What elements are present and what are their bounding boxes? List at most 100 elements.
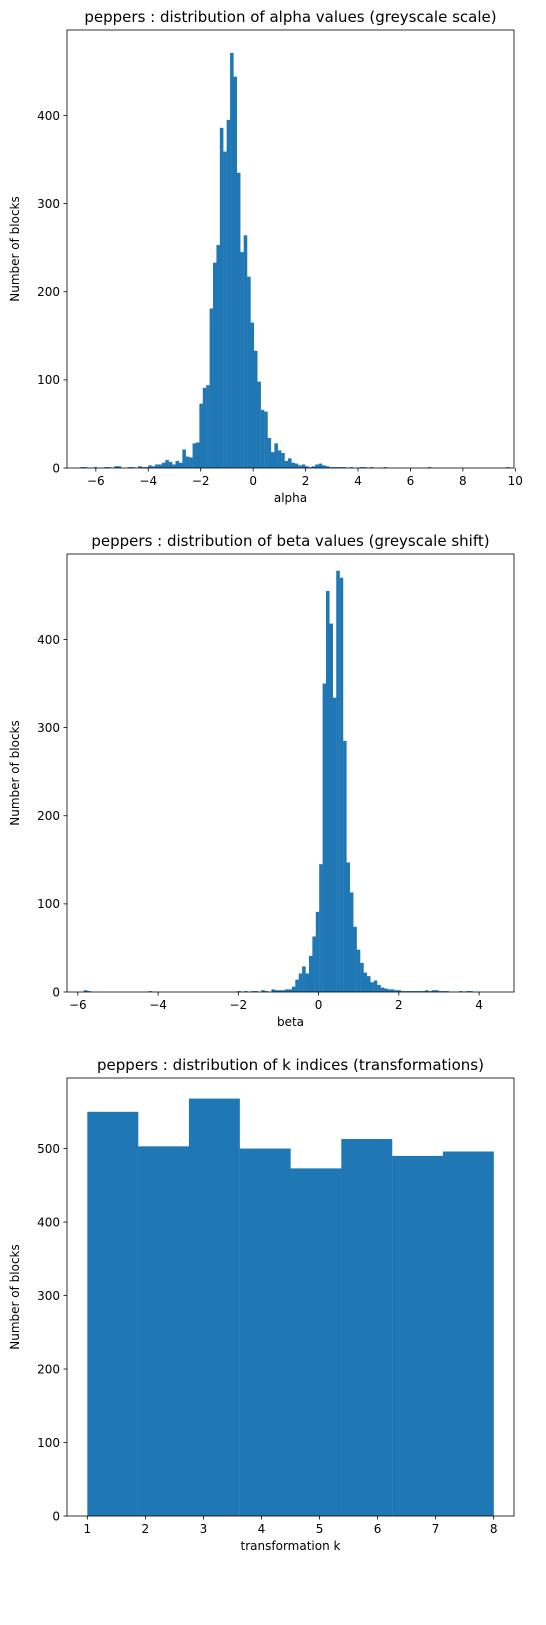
- bar: [281, 453, 285, 468]
- bar: [312, 936, 316, 992]
- bar: [127, 467, 132, 468]
- bar: [459, 991, 463, 992]
- bar: [411, 991, 415, 992]
- bar: [392, 1155, 444, 1516]
- bar: [424, 990, 429, 992]
- bar: [230, 52, 234, 468]
- bar: [373, 980, 378, 992]
- x-tick-label: −2: [192, 474, 210, 488]
- bar: [270, 452, 275, 468]
- bar: [394, 990, 398, 992]
- axes-frame: [66, 29, 515, 469]
- bar: [335, 467, 340, 468]
- bar: [305, 466, 309, 468]
- bar: [339, 577, 344, 992]
- y-tick-label: 100: [37, 373, 60, 387]
- x-tick-label: 4: [475, 998, 483, 1012]
- bar: [260, 409, 265, 468]
- bar: [328, 467, 333, 468]
- bar: [315, 911, 320, 992]
- bar: [278, 990, 282, 992]
- y-axis-label: Number of blocks: [8, 1244, 22, 1350]
- bar: [377, 984, 381, 992]
- bar: [290, 1168, 342, 1516]
- bar: [253, 350, 258, 468]
- y-tick-label: 0: [52, 985, 60, 999]
- bar: [87, 1111, 139, 1516]
- bar: [178, 462, 183, 468]
- bar: [315, 464, 319, 468]
- bar: [288, 989, 293, 992]
- bar: [322, 465, 326, 468]
- bar: [370, 982, 374, 992]
- bar: [362, 467, 367, 468]
- bar: [397, 990, 402, 992]
- bars: [87, 1098, 494, 1516]
- bar: [407, 991, 412, 992]
- bar: [359, 467, 364, 468]
- bar: [418, 991, 422, 992]
- y-axis-label: Number of blocks: [8, 196, 22, 302]
- bar: [277, 450, 282, 468]
- bar: [325, 466, 330, 468]
- x-tick-label: 5: [316, 1522, 324, 1536]
- bar: [298, 973, 303, 992]
- bar: [380, 987, 385, 992]
- bar: [322, 683, 327, 992]
- bar: [302, 966, 306, 992]
- bar: [264, 991, 269, 992]
- bar: [138, 466, 142, 468]
- bar: [175, 460, 180, 468]
- y-tick-label: 200: [37, 285, 60, 299]
- bar: [305, 973, 310, 992]
- x-tick-label: 7: [432, 1522, 440, 1536]
- bar: [144, 467, 149, 468]
- bar: [148, 991, 153, 992]
- chart-3: 1 2 3 4 5 6 7 8 0 100 200 300 400 500 transformation k…: [8, 1056, 515, 1553]
- x-axis-label: transformation k: [241, 1539, 341, 1553]
- bar: [349, 467, 353, 468]
- bar: [329, 623, 333, 992]
- bar: [219, 127, 224, 468]
- bar: [250, 322, 255, 468]
- bar: [435, 990, 439, 992]
- bar: [428, 991, 432, 992]
- bar: [298, 465, 302, 468]
- x-tick-label: −6: [87, 474, 105, 488]
- bar: [346, 862, 351, 992]
- x-tick-label: 6: [374, 1522, 382, 1536]
- chart-title: peppers : distribution of beta values (g…: [91, 532, 489, 550]
- bar: [182, 449, 186, 468]
- bar: [294, 463, 299, 468]
- bar: [465, 991, 470, 992]
- bar: [274, 990, 279, 992]
- bar: [138, 1146, 190, 1516]
- y-tick-label: 0: [52, 1509, 60, 1523]
- bar: [356, 949, 361, 992]
- bar: [107, 467, 111, 468]
- bar: [117, 466, 122, 468]
- bar: [172, 464, 176, 468]
- bar: [438, 991, 443, 992]
- x-tick-label: 2: [142, 1522, 150, 1536]
- y-tick-label: 200: [37, 809, 60, 823]
- bar: [240, 252, 244, 468]
- bar: [161, 462, 166, 468]
- x-tick-label: 2: [302, 474, 310, 488]
- bar: [441, 991, 446, 992]
- bar: [83, 467, 88, 468]
- chart-title: peppers : distribution of alpha values (…: [84, 8, 496, 26]
- bar: [339, 467, 343, 468]
- bar: [80, 467, 84, 468]
- x-tick-label: −2: [229, 998, 247, 1012]
- bar: [353, 926, 357, 992]
- bar: [250, 991, 255, 992]
- y-tick-label: 100: [37, 1436, 60, 1450]
- y-tick-label: 100: [37, 897, 60, 911]
- bar: [87, 991, 91, 992]
- x-tick-label: −4: [139, 474, 157, 488]
- bar: [383, 988, 388, 992]
- bar: [158, 464, 163, 468]
- x-axis-label: beta: [277, 1015, 304, 1029]
